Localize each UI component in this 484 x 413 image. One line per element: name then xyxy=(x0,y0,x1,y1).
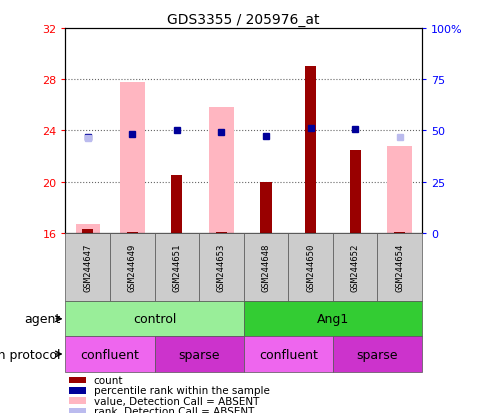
Text: GSM244647: GSM244647 xyxy=(83,243,92,292)
Text: value, Detection Call = ABSENT: value, Detection Call = ABSENT xyxy=(94,396,258,406)
Text: confluent: confluent xyxy=(258,348,317,361)
Text: agent: agent xyxy=(24,313,60,325)
Text: GSM244650: GSM244650 xyxy=(305,243,315,292)
Text: GSM244652: GSM244652 xyxy=(350,243,359,292)
Text: Ang1: Ang1 xyxy=(316,313,348,325)
Bar xyxy=(154,233,199,301)
Bar xyxy=(287,233,332,301)
Bar xyxy=(69,377,85,383)
Bar xyxy=(215,232,227,233)
Text: sparse: sparse xyxy=(178,348,219,361)
Bar xyxy=(349,150,360,233)
Text: confluent: confluent xyxy=(80,348,139,361)
Text: GSM244649: GSM244649 xyxy=(128,243,136,292)
Bar xyxy=(110,233,154,301)
Bar xyxy=(332,233,377,301)
Text: growth protocol: growth protocol xyxy=(0,348,60,361)
Bar xyxy=(332,337,421,372)
Bar xyxy=(154,337,243,372)
Text: GSM244654: GSM244654 xyxy=(394,243,403,292)
Bar xyxy=(69,397,85,404)
Text: control: control xyxy=(133,313,176,325)
Bar xyxy=(65,337,154,372)
Bar xyxy=(260,182,271,233)
Bar xyxy=(69,408,85,413)
Text: rank, Detection Call = ABSENT: rank, Detection Call = ABSENT xyxy=(94,406,254,413)
Bar xyxy=(126,232,137,233)
Text: count: count xyxy=(94,375,123,385)
Text: GSM244653: GSM244653 xyxy=(216,243,226,292)
Bar xyxy=(243,233,287,301)
Text: sparse: sparse xyxy=(356,348,397,361)
Bar xyxy=(199,233,243,301)
Title: GDS3355 / 205976_at: GDS3355 / 205976_at xyxy=(167,12,319,26)
Text: GSM244648: GSM244648 xyxy=(261,243,270,292)
Bar xyxy=(171,176,182,233)
Text: percentile rank within the sample: percentile rank within the sample xyxy=(94,385,269,395)
Bar xyxy=(65,233,110,301)
Text: GSM244651: GSM244651 xyxy=(172,243,181,292)
Bar xyxy=(393,232,405,233)
Bar xyxy=(69,387,85,394)
Bar xyxy=(387,147,411,233)
Bar xyxy=(243,337,332,372)
Bar xyxy=(377,233,421,301)
Bar xyxy=(82,230,93,233)
Bar xyxy=(209,108,233,233)
Bar xyxy=(304,67,316,233)
Bar xyxy=(243,301,421,337)
Bar xyxy=(65,301,243,337)
Bar xyxy=(120,83,144,233)
Bar xyxy=(76,224,100,233)
